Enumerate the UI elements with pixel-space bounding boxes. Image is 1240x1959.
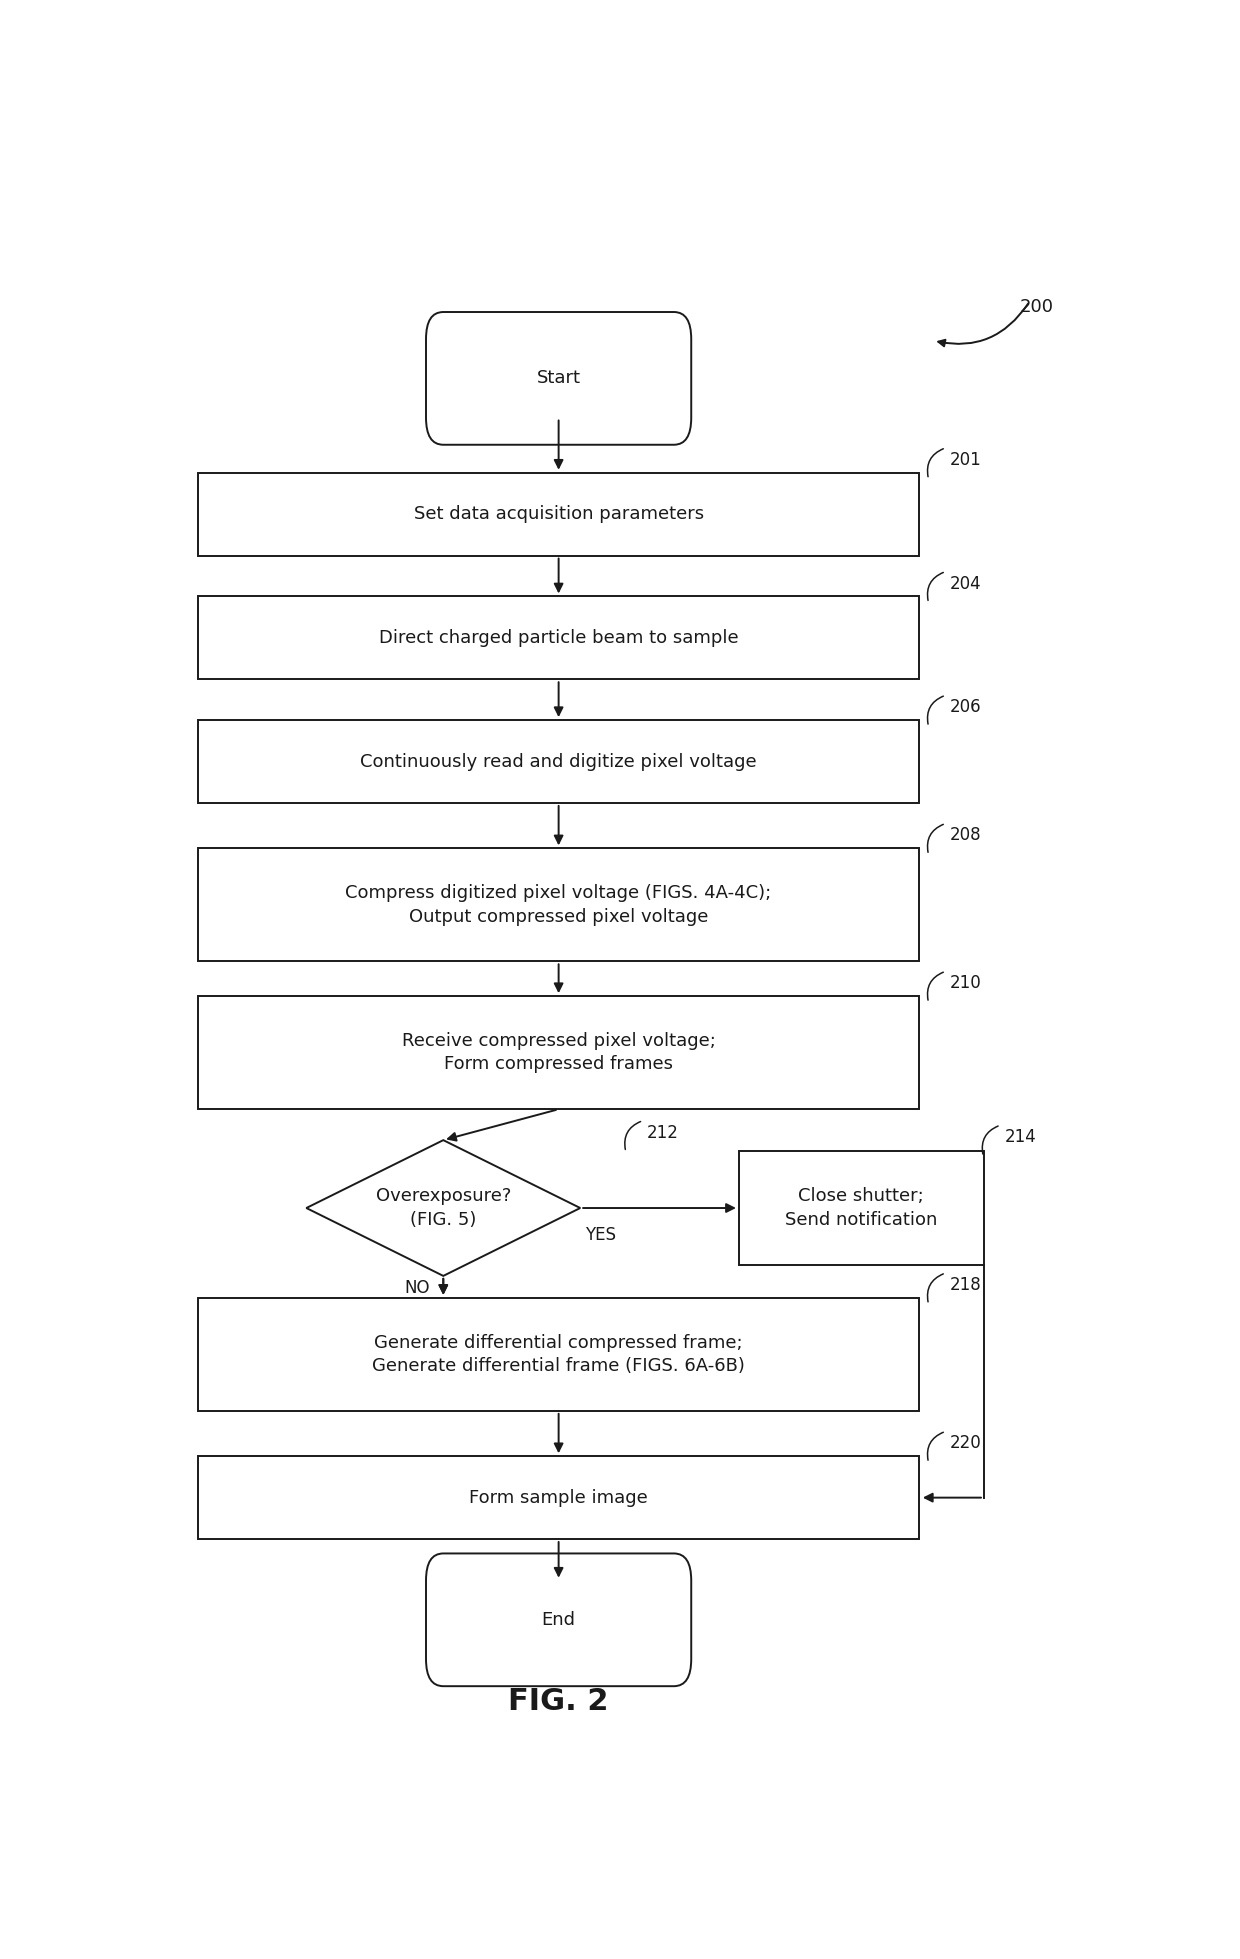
- Bar: [198, 995, 919, 1109]
- Bar: [739, 1152, 983, 1266]
- Text: FIG. 2: FIG. 2: [508, 1687, 609, 1716]
- Text: Direct charged particle beam to sample: Direct charged particle beam to sample: [378, 629, 739, 646]
- Text: Generate differential compressed frame;
Generate differential frame (FIGS. 6A-6B: Generate differential compressed frame; …: [372, 1334, 745, 1375]
- Text: 206: 206: [950, 697, 981, 717]
- Text: 210: 210: [950, 974, 982, 993]
- Text: Receive compressed pixel voltage;
Form compressed frames: Receive compressed pixel voltage; Form c…: [402, 1032, 715, 1074]
- Text: 212: 212: [647, 1124, 680, 1142]
- Text: NO: NO: [404, 1279, 430, 1297]
- Text: YES: YES: [585, 1226, 616, 1244]
- Text: 201: 201: [950, 451, 982, 468]
- Polygon shape: [306, 1140, 580, 1275]
- Bar: [198, 596, 919, 680]
- Text: 200: 200: [1019, 298, 1054, 317]
- Text: 204: 204: [950, 574, 981, 592]
- Text: Close shutter;
Send notification: Close shutter; Send notification: [785, 1187, 937, 1228]
- Text: End: End: [542, 1610, 575, 1628]
- Bar: [198, 721, 919, 803]
- Text: Set data acquisition parameters: Set data acquisition parameters: [414, 505, 703, 523]
- Bar: [198, 1456, 919, 1540]
- FancyBboxPatch shape: [427, 311, 691, 445]
- Bar: [198, 848, 919, 962]
- Text: Overexposure?
(FIG. 5): Overexposure? (FIG. 5): [376, 1187, 511, 1228]
- Text: Form sample image: Form sample image: [469, 1489, 649, 1506]
- Text: 220: 220: [950, 1434, 982, 1452]
- Text: 214: 214: [1004, 1128, 1037, 1146]
- Text: Start: Start: [537, 370, 580, 388]
- Bar: [198, 1297, 919, 1410]
- Text: 218: 218: [950, 1275, 982, 1295]
- Text: 208: 208: [950, 827, 981, 844]
- Bar: [198, 472, 919, 556]
- FancyBboxPatch shape: [427, 1553, 691, 1687]
- Text: Continuously read and digitize pixel voltage: Continuously read and digitize pixel vol…: [361, 752, 756, 770]
- Text: Compress digitized pixel voltage (FIGS. 4A-4C);
Output compressed pixel voltage: Compress digitized pixel voltage (FIGS. …: [346, 884, 771, 925]
